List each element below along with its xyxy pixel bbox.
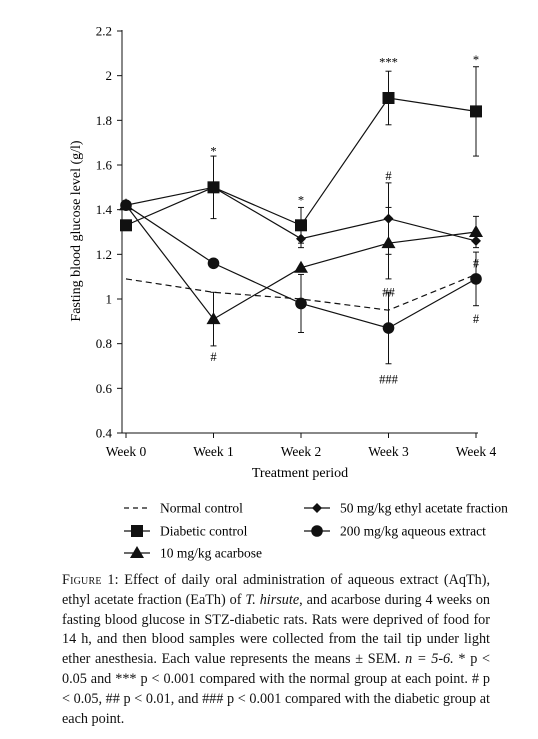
x-tick-label: Week 1 [193,444,234,459]
legend-item: Diabetic control [124,524,248,539]
data-point-triangle [130,546,144,558]
y-tick-label: 1.2 [96,247,112,262]
legend-label: 50 mg/kg ethyl acetate fraction [340,501,508,516]
x-tick-label: Week 3 [368,444,409,459]
data-point-circle [295,297,307,310]
caption-species: T. hirsute [245,591,300,608]
y-tick-label: 0.6 [96,381,113,396]
significance-mark: * [298,194,304,208]
caption-text-2: , and acarbose during 4 weeks on fasting… [62,591,491,668]
series-line [125,273,477,311]
data-point-triangle [206,312,221,325]
data-point-diamond [312,503,322,513]
x-axis-ticks: Week 0 Week 1 Week 2 Week 3 Week 4 [106,433,497,459]
data-point-square [131,525,143,537]
x-tick-label: Week 2 [281,444,322,459]
legend-label: 10 mg/kg acarbose [160,546,262,561]
significance-mark: * [210,145,216,159]
data-point-square [120,219,132,232]
data-point-square [295,219,307,232]
caption-significance: * p < 0.05 and *** p < 0.001 compared wi… [62,651,490,727]
data-point-circle [470,273,482,285]
y-axis-ticks: 0.4 0.6 0.8 1 1.2 1.4 1.6 1.8 2 2.2 [96,24,122,441]
legend-label: 200 mg/kg aqueous extract [340,524,486,539]
significance-mark: # [210,350,217,364]
annotation-layer: *#****######*## [210,53,480,386]
data-point-square [470,105,482,118]
legend: Normal control Diabetic control 10 mg/kg a… [124,501,508,561]
data-point-circle [311,525,323,537]
significance-mark: # [385,169,392,183]
legend-item: Normal control [124,501,243,516]
data-point-circle [207,257,220,270]
significance-mark: * [473,53,479,67]
y-tick-label: 2.2 [96,24,112,39]
caption-label: Figure 1: [62,572,119,588]
significance-mark: # [473,256,480,270]
data-point-triangle [294,260,308,273]
y-tick-label: 1.8 [96,113,112,128]
legend-item: 10 mg/kg acarbose [124,546,262,561]
x-tick-label: Week 0 [106,444,147,459]
legend-item: 200 mg/kg aqueous extract [304,524,486,539]
y-tick-label: 2 [106,68,113,83]
significance-mark: ### [379,372,399,386]
y-tick-label: 1.4 [96,202,113,217]
x-tick-label: Week 4 [456,444,497,459]
data-point-diamond [296,233,306,244]
series-square [120,66,482,244]
series-layer [119,66,483,365]
legend-item: 50 mg/kg ethyl acetate fraction [304,501,508,516]
significance-mark: *** [379,55,398,69]
y-tick-label: 0.8 [96,336,112,351]
data-point-triangle [469,225,483,237]
legend-label: Normal control [160,501,243,516]
x-axis-label: Treatment period [252,466,348,481]
caption-text-1: Effect of daily oral administration of a… [62,572,490,608]
y-tick-label: 1 [106,292,113,307]
figure-caption: Figure 1: Effect of daily oral administr… [62,571,490,729]
y-tick-label: 1.6 [96,158,113,173]
series-none [125,273,477,311]
significance-mark: ## [382,285,395,299]
data-point-diamond [208,182,219,193]
data-point-square [382,92,395,104]
significance-mark: # [473,312,480,326]
y-axis-label: Fasting blood glucose level (g/l) [69,140,84,322]
data-point-diamond [383,213,394,224]
data-point-diamond [471,235,481,246]
y-tick-label: 0.4 [96,426,113,441]
series-circle [120,199,482,365]
caption-n: n = 5-6. [405,651,454,668]
data-point-circle [120,199,132,211]
legend-label: Diabetic control [160,524,248,539]
data-point-circle [382,322,395,334]
